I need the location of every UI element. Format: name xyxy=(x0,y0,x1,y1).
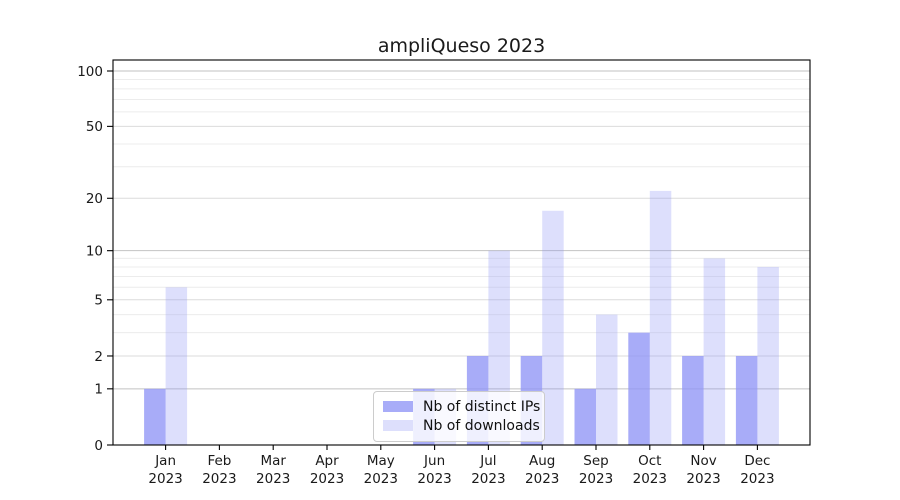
x-tick-label-month: Apr xyxy=(315,453,339,469)
x-tick-label-month: Jan xyxy=(154,453,176,469)
legend-swatch-downloads xyxy=(383,420,413,431)
x-tick-label-year: 2023 xyxy=(364,471,398,487)
x-tick-label-year: 2023 xyxy=(310,471,344,487)
x-tick-label-year: 2023 xyxy=(740,471,774,487)
x-tick-label-month: Mar xyxy=(260,453,286,469)
legend-swatch-distinct-ips xyxy=(383,401,413,412)
x-tick-label-month: Dec xyxy=(744,453,770,469)
y-tick-label: 10 xyxy=(86,243,103,259)
x-tick-label-year: 2023 xyxy=(202,471,236,487)
bar-dec-downloads xyxy=(757,266,779,445)
x-tick-label-month: Sep xyxy=(583,453,608,469)
bar-jan-ips xyxy=(144,388,166,445)
x-tick-label-month: Jun xyxy=(423,453,445,469)
x-tick-label-year: 2023 xyxy=(148,471,182,487)
y-tick-label: 50 xyxy=(86,119,103,135)
x-tick-label-year: 2023 xyxy=(633,471,667,487)
x-tick-label-year: 2023 xyxy=(471,471,505,487)
y-tick-label: 100 xyxy=(77,64,103,80)
x-tick-label-month: Jul xyxy=(479,453,496,469)
bar-aug-downloads xyxy=(542,210,564,445)
y-tick-label: 1 xyxy=(94,382,103,398)
bar-sep-ips xyxy=(574,388,596,445)
legend-label-distinct-ips: Nb of distinct IPs xyxy=(423,398,541,415)
bar-dec-ips xyxy=(735,355,758,445)
bar-jan-downloads xyxy=(165,287,188,445)
x-tick-label-year: 2023 xyxy=(256,471,290,487)
y-tick-label: 2 xyxy=(94,349,103,365)
legend: Nb of distinct IPs Nb of downloads xyxy=(373,391,545,442)
legend-item-downloads: Nb of downloads xyxy=(383,416,540,435)
y-tick-label: 5 xyxy=(94,293,103,309)
x-tick-label-month: Feb xyxy=(207,453,231,469)
x-tick-label-year: 2023 xyxy=(579,471,613,487)
x-tick-label-month: May xyxy=(367,453,395,469)
bar-nov-downloads xyxy=(703,258,726,445)
bar-nov-ips xyxy=(682,355,704,445)
x-tick-label-month: Aug xyxy=(529,453,555,469)
plot-border xyxy=(112,59,811,446)
y-tick-label: 0 xyxy=(94,438,103,454)
x-tick-label-year: 2023 xyxy=(525,471,559,487)
bar-sep-downloads xyxy=(596,314,618,445)
legend-label-downloads: Nb of downloads xyxy=(423,417,540,434)
bar-oct-downloads xyxy=(649,190,672,445)
bar-oct-ips xyxy=(628,332,650,445)
y-tick-label: 20 xyxy=(86,191,103,207)
x-tick-label-year: 2023 xyxy=(417,471,451,487)
legend-item-distinct-ips: Nb of distinct IPs xyxy=(383,397,540,416)
chart-title: ampliQueso 2023 xyxy=(377,35,546,57)
x-tick-label-month: Oct xyxy=(638,453,661,469)
x-tick-label-year: 2023 xyxy=(686,471,720,487)
x-tick-label-month: Nov xyxy=(690,453,716,469)
